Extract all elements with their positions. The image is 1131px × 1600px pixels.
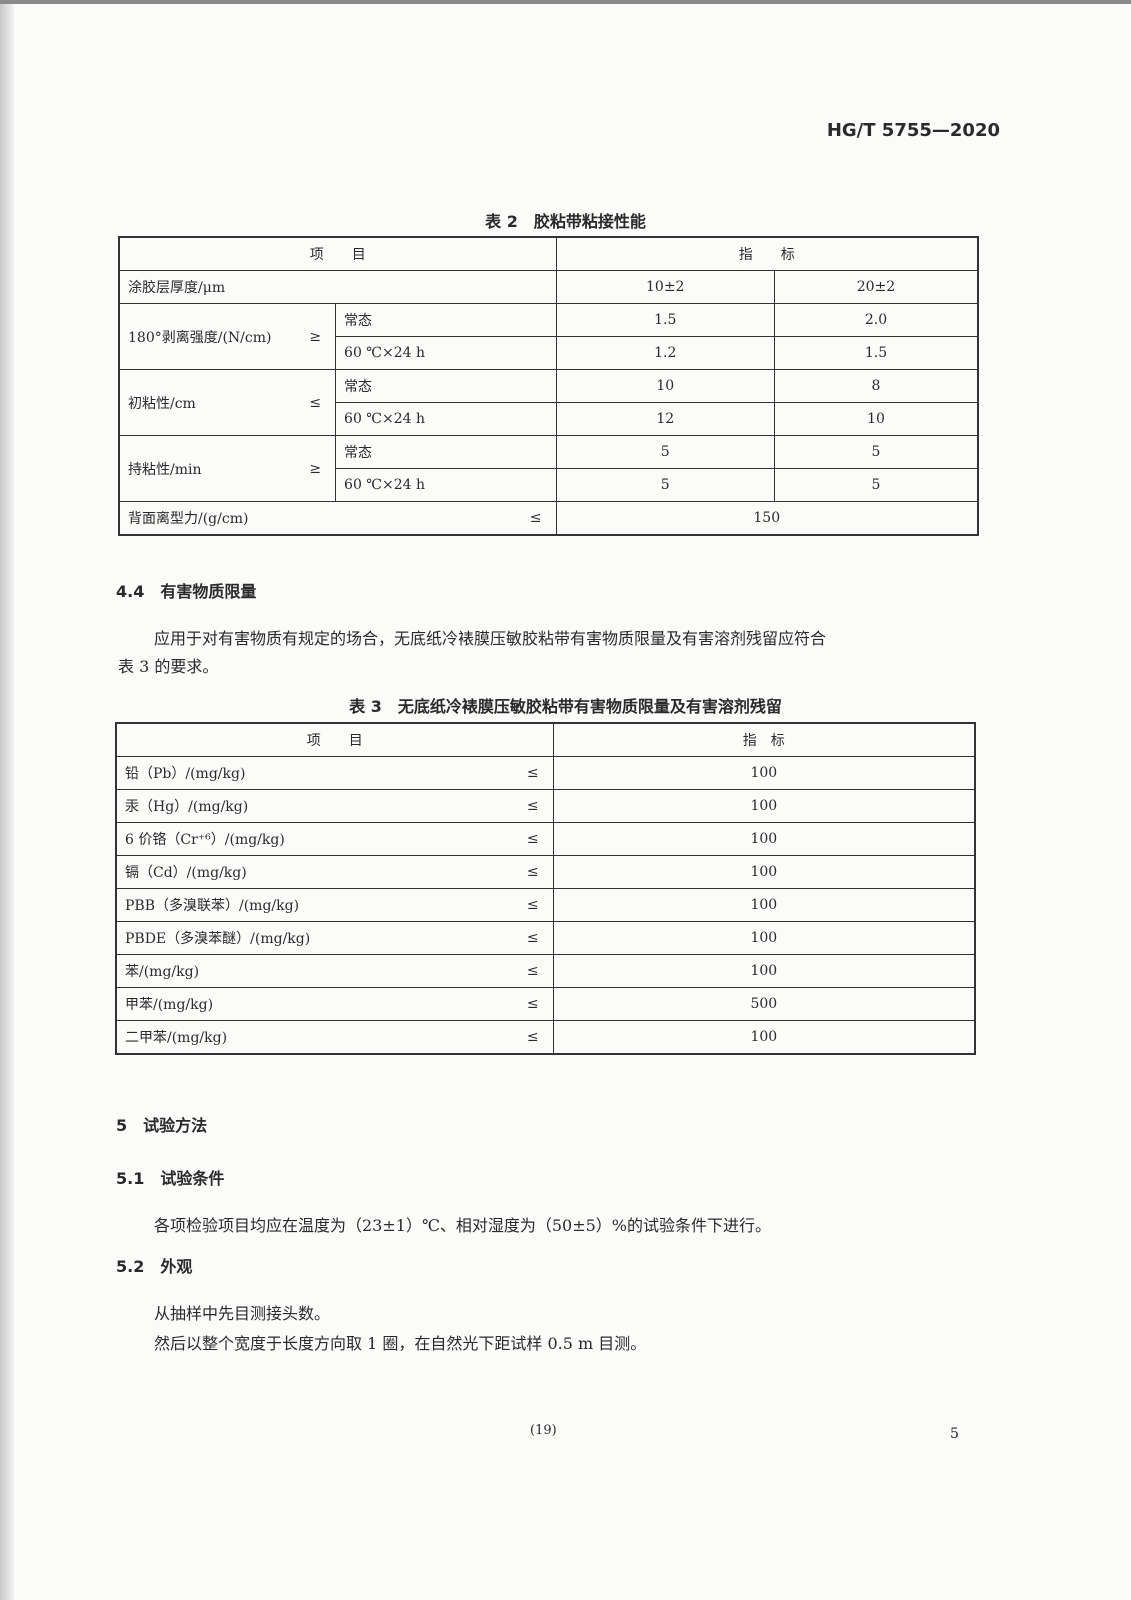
table-row: 6 价铬（Cr⁺⁶）/(mg/kg) ≤100 (115, 822, 976, 856)
paragraph: 各项检验项目均应在温度为（23±1）℃、相对湿度为（50±5）%的试验条件下进行… (154, 1216, 771, 1235)
table3: 项 目 指 标 铅（Pb）/(mg/kg) ≤100 汞（Hg）/(mg/kg) ≤1… (115, 722, 976, 1055)
cell: 5 (555, 435, 775, 469)
table-row: 苯/(mg/kg) ≤100 (115, 954, 976, 988)
value-cell: 100 (552, 921, 976, 955)
item-cell: 苯/(mg/kg) ≤ (115, 954, 554, 988)
section-5-heading: 5 试验方法 (116, 1116, 208, 1135)
page-number: 5 (950, 1426, 959, 1442)
value-cell: 100 (552, 954, 976, 988)
header-index: 指 标 (555, 236, 979, 271)
header-item: 项 目 (118, 236, 557, 271)
section-5-1-heading: 5.1 试验条件 (116, 1169, 225, 1188)
header-index: 指 标 (552, 722, 976, 757)
table-row: PBDE（多溴苯醚）/(mg/kg) ≤100 (115, 921, 976, 955)
cell: 60 ℃×24 h (335, 336, 557, 370)
item-cell: 铅（Pb）/(mg/kg) ≤ (115, 756, 554, 790)
cell: 常态 (335, 303, 557, 337)
table-row: 60 ℃×24 h 12 10 (119, 402, 979, 436)
value-cell: 100 (552, 789, 976, 823)
cell: 1.5 (555, 303, 775, 337)
cell: 1.5 (773, 336, 979, 370)
thickness-label: 涂胶层厚度/μm (118, 270, 557, 304)
group-label: 持粘性/min ≥ (118, 435, 337, 502)
cell: 1.2 (555, 336, 775, 370)
group-label: 180°剥离强度/(N/cm) ≥ (118, 303, 337, 370)
table-row: PBB（多溴联苯）/(mg/kg) ≤100 (115, 888, 976, 922)
value-cell: 100 (552, 756, 976, 790)
table-header-row: 项 目 指 标 (115, 722, 976, 757)
paragraph: 表 3 的要求。 (118, 657, 219, 676)
table2-caption: 表 2 胶粘带粘接性能 (485, 212, 646, 231)
cell: 60 ℃×24 h (335, 402, 557, 436)
cell: 10 (773, 402, 979, 436)
value-cell: 100 (552, 822, 976, 856)
cell: 10±2 (555, 270, 775, 304)
cell: 8 (773, 369, 979, 403)
table-row: 二甲苯/(mg/kg) ≤100 (115, 1020, 976, 1055)
item-cell: 甲苯/(mg/kg) ≤ (115, 987, 554, 1021)
cell: 2.0 (773, 303, 979, 337)
section-5-2-heading: 5.2 外观 (116, 1257, 193, 1276)
group-label: 初粘性/cm ≤ (118, 369, 337, 436)
section-4-4-heading: 4.4 有害物质限量 (116, 582, 257, 601)
table-row: 铅（Pb）/(mg/kg) ≤100 (115, 756, 976, 790)
table-row: 背面离型力/(g/cm) ≤ 150 (118, 501, 979, 536)
paragraph: 然后以整个宽度于长度方向取 1 圈，在自然光下距试样 0.5 m 目测。 (154, 1334, 647, 1353)
header-item: 项 目 (115, 722, 554, 757)
cell: 12 (555, 402, 775, 436)
table-row: 初粘性/cm ≤ 常态 10 8 (118, 369, 979, 436)
cell: 10 (555, 369, 775, 403)
table2: 项 目 指 标 涂胶层厚度/μm 10±2 20±2 180°剥离强度/(N/c… (118, 236, 979, 536)
item-cell: 汞（Hg）/(mg/kg) ≤ (115, 789, 554, 823)
table-row: 甲苯/(mg/kg) ≤500 (115, 987, 976, 1021)
table-row: 汞（Hg）/(mg/kg) ≤100 (115, 789, 976, 823)
item-cell: PBDE（多溴苯醚）/(mg/kg) ≤ (115, 921, 554, 955)
value-cell: 100 (552, 855, 976, 889)
scan-edge (0, 0, 14, 1600)
cell: 常态 (335, 369, 557, 403)
table-row: 镉（Cd）/(mg/kg) ≤100 (115, 855, 976, 889)
item-cell: 6 价铬（Cr⁺⁶）/(mg/kg) ≤ (115, 822, 554, 856)
inner-page-number: (19) (530, 1423, 557, 1438)
cell: 5 (555, 468, 775, 502)
cell: 常态 (335, 435, 557, 469)
scan-top-edge (0, 0, 1131, 4)
cell: 60 ℃×24 h (335, 468, 557, 502)
table-row: 持粘性/min ≥ 常态 5 5 (118, 435, 979, 502)
table3-caption: 表 3 无底纸冷裱膜压敏胶粘带有害物质限量及有害溶剂残留 (349, 697, 782, 716)
table-row: 涂胶层厚度/μm 10±2 20±2 (118, 270, 979, 304)
cell: 5 (773, 435, 979, 469)
table-row: 60 ℃×24 h 5 5 (119, 468, 979, 502)
table-row: 60 ℃×24 h 1.2 1.5 (119, 336, 979, 370)
item-cell: 二甲苯/(mg/kg) ≤ (115, 1020, 554, 1055)
value-cell: 100 (552, 1020, 976, 1055)
value-cell: 500 (552, 987, 976, 1021)
paragraph: 从抽样中先目测接头数。 (154, 1304, 331, 1323)
cell: 20±2 (773, 270, 979, 304)
cell: 150 (555, 501, 979, 536)
paragraph: 应用于对有害物质有规定的场合，无底纸冷裱膜压敏胶粘带有害物质限量及有害溶剂残留应… (154, 629, 827, 648)
release-label: 背面离型力/(g/cm) ≤ (118, 501, 557, 536)
standard-number: HG/T 5755—2020 (826, 120, 1000, 141)
table-header-row: 项 目 指 标 (118, 236, 979, 271)
table-row: 180°剥离强度/(N/cm) ≥ 常态 1.5 2.0 (118, 303, 979, 370)
cell: 5 (773, 468, 979, 502)
value-cell: 100 (552, 888, 976, 922)
item-cell: 镉（Cd）/(mg/kg) ≤ (115, 855, 554, 889)
item-cell: PBB（多溴联苯）/(mg/kg) ≤ (115, 888, 554, 922)
